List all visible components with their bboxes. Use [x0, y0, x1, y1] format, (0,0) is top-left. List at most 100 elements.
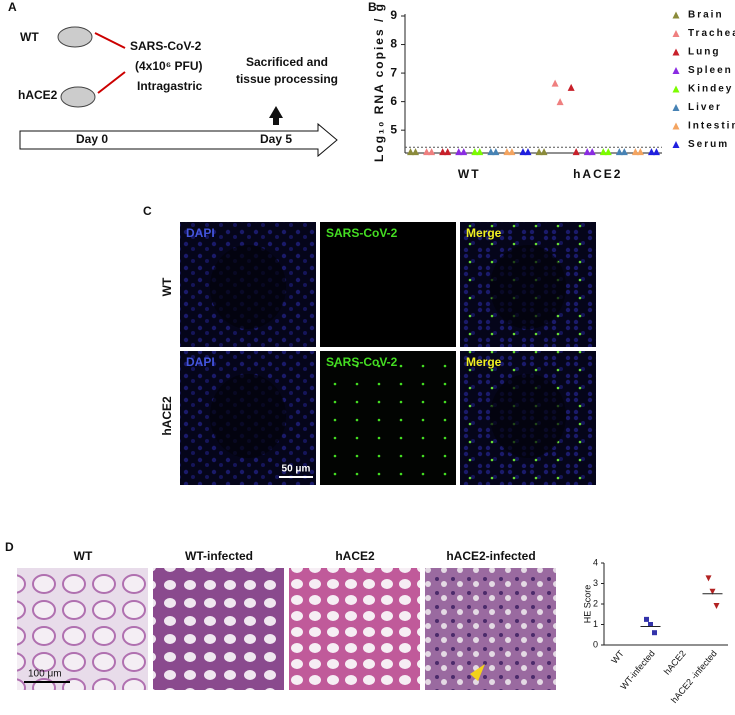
point: [647, 148, 655, 156]
group-label: WT: [20, 30, 39, 44]
point: [567, 83, 575, 91]
point: [407, 148, 415, 156]
micrograph: [320, 351, 456, 485]
legend-marker: [672, 30, 680, 37]
point: [709, 588, 716, 595]
point: [471, 148, 479, 156]
legend-marker: [672, 141, 680, 148]
scheme-text: Intragastric: [137, 79, 203, 93]
arrow: [94, 32, 126, 49]
scheme-text: (4x10⁶ PFU): [135, 59, 203, 73]
row-label: hACE2: [160, 396, 174, 436]
x-tick-label: hACE2: [573, 167, 622, 181]
point: [487, 148, 495, 156]
point: [604, 148, 612, 156]
point: [492, 148, 500, 156]
y-tick-label: 0: [593, 639, 598, 649]
channel-label: Merge: [466, 355, 502, 369]
arrow: [97, 71, 126, 94]
scheme-text: SARS-CoV-2: [130, 39, 202, 53]
micrograph: [153, 568, 284, 690]
point: [524, 148, 532, 156]
y-axis-label: HE Score: [582, 585, 592, 624]
legend-label: Trachea: [688, 28, 735, 39]
legend-marker: [672, 48, 680, 56]
point: [444, 148, 452, 156]
column-label: WT: [74, 549, 93, 563]
row-label: WT: [160, 277, 174, 296]
legend-label: Lung: [688, 47, 720, 58]
panel-d: WT WT-infected hACE2 hACE2-infected 100 μm: [17, 549, 556, 690]
scale-label: 100 μm: [28, 669, 62, 680]
point: [412, 148, 420, 156]
y-tick-label: 6: [390, 94, 397, 108]
mouse: [60, 86, 96, 108]
scheme-text: Sacrificed and: [246, 55, 328, 69]
column-label: hACE2-infected: [446, 549, 535, 563]
legend-label: Serum: [688, 139, 729, 150]
point: [535, 148, 543, 156]
point: [588, 148, 596, 156]
chart-b: 5 6 7 8 9 Log₁₀ RNA copies / g WT hACE2 Brain Tra…: [372, 2, 735, 181]
legend-label: Brain: [688, 10, 724, 21]
point: [423, 148, 431, 156]
channel-label: SARS-CoV-2: [326, 355, 398, 369]
panel-label: C: [143, 204, 152, 218]
channel-label: SARS-CoV-2: [326, 226, 398, 240]
point: [428, 148, 436, 156]
point: [648, 622, 653, 627]
panel-c: WT DAPI SARS-CoV-2 Merge hACE2 DAPI SARS-CoV-2…: [160, 222, 596, 485]
point: [615, 148, 623, 156]
x-tick-label: WT: [458, 167, 481, 181]
panel-label: D: [5, 540, 14, 554]
legend-label: Liver: [688, 102, 722, 113]
point: [599, 148, 607, 156]
point: [705, 575, 712, 582]
point: [503, 148, 511, 156]
y-tick-label: 7: [390, 65, 397, 79]
micrograph: [320, 222, 456, 347]
legend-marker: [672, 122, 680, 130]
y-tick-label: 9: [390, 8, 397, 22]
legend-label: Kindey: [688, 84, 733, 95]
y-axis-label: Log₁₀ RNA copies / g: [372, 2, 386, 162]
panel-a: A WT hACE2 SARS-CoV-2 (4x10⁶ PFU) Intrag…: [8, 0, 338, 158]
y-tick-label: 8: [390, 37, 397, 51]
point: [551, 79, 559, 87]
group-label: hACE2: [18, 88, 58, 102]
micrograph: [17, 568, 148, 690]
tissue-outline: [490, 245, 566, 329]
legend-label: Intestine: [688, 121, 735, 132]
point: [556, 98, 564, 106]
point: [644, 616, 649, 622]
y-tick-label: 1: [593, 619, 598, 629]
pointer: [470, 664, 485, 681]
y-tick-label: 2: [593, 598, 598, 608]
legend-marker: [672, 85, 680, 93]
y-tick-label: 3: [593, 578, 598, 588]
legend-label: Spleen: [688, 65, 733, 76]
point: [572, 148, 580, 156]
micrograph: [289, 568, 420, 690]
y-tick-label: 4: [593, 557, 598, 567]
legend-marker: [672, 67, 680, 74]
timeline: [19, 122, 338, 158]
channel-label: DAPI: [186, 355, 215, 369]
column-label: hACE2: [335, 549, 375, 563]
point: [439, 148, 447, 156]
point: [460, 148, 468, 156]
legend-marker: [672, 104, 680, 111]
scale-label: 50 μm: [282, 464, 311, 475]
tissue-outline: [210, 374, 286, 458]
point: [583, 148, 591, 156]
x-tick-label: hACE2: [662, 648, 688, 676]
column-label: WT-infected: [185, 549, 253, 563]
point: [508, 148, 516, 156]
channel-label: DAPI: [186, 226, 215, 240]
point: [652, 630, 657, 636]
point: [636, 148, 644, 156]
x-tick-label: WT: [609, 648, 626, 666]
point: [713, 603, 720, 610]
